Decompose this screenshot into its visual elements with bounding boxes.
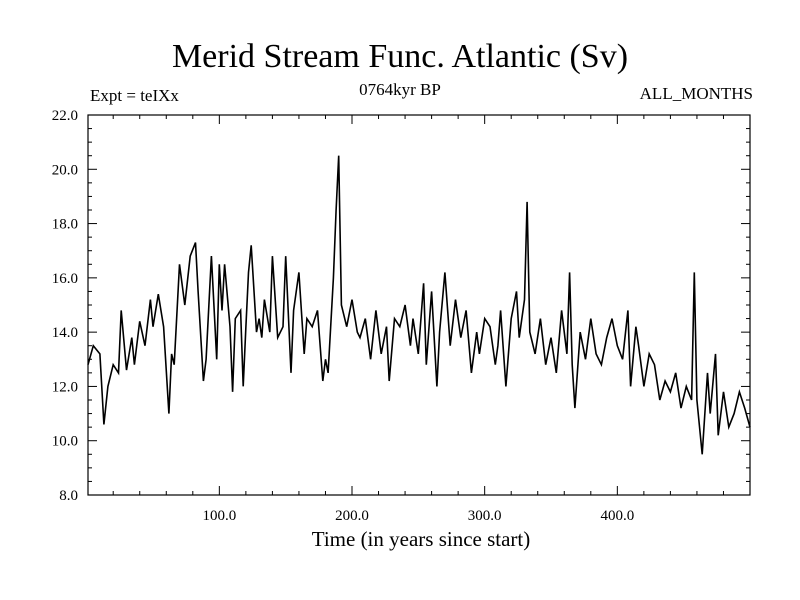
y-tick-label: 14.0 — [52, 325, 78, 341]
y-tick-label: 12.0 — [52, 379, 78, 395]
x-tick-label: 100.0 — [202, 508, 236, 524]
series-line — [87, 155, 751, 455]
x-tick-label: 400.0 — [600, 508, 634, 524]
y-axis: 8.0 10.0 12.0 14.0 16.0 18.0 20.0 22.0 — [52, 108, 750, 504]
y-tick-label: 16.0 — [52, 271, 78, 287]
y-tick-label: 10.0 — [52, 434, 78, 450]
chart-title: Merid Stream Func. Atlantic (Sv) — [171, 38, 629, 75]
y-tick-label: 18.0 — [52, 217, 78, 233]
x-tick-label: 300.0 — [468, 508, 502, 524]
y-tick-label: 20.0 — [52, 162, 78, 178]
season-label: ALL_MONTHS — [639, 84, 753, 103]
plot-frame — [87, 114, 751, 496]
y-tick-label: 8.0 — [59, 488, 78, 504]
x-tick-label: 200.0 — [335, 508, 369, 524]
x-axis-label: Time (in years since start) — [312, 527, 531, 551]
x-axis: 100.0 200.0 300.0 400.0 — [112, 115, 751, 524]
expt-label: Expt = teIXx — [90, 86, 179, 105]
y-tick-label: 22.0 — [52, 108, 78, 124]
chart-subtitle: 0764kyr BP — [359, 80, 441, 99]
